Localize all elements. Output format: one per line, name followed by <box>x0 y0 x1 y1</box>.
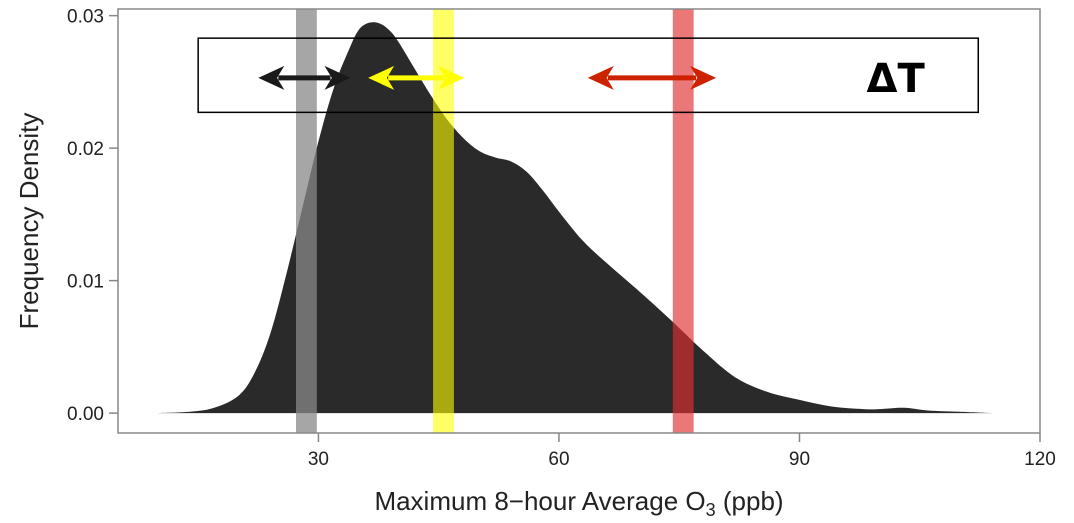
y-tick-label: 0.03 <box>67 7 104 28</box>
y-axis: 0.00 0.01 0.02 0.03 <box>67 7 118 425</box>
x-axis-title-subscript: 3 <box>706 500 716 520</box>
delta-arrows <box>258 65 717 90</box>
double-arrow-3 <box>587 65 717 90</box>
annotation-box <box>197 37 980 114</box>
double-arrow-1 <box>258 65 351 90</box>
x-tick-label: 30 <box>308 449 329 470</box>
x-axis-title-main: Maximum 8−hour Average O <box>374 486 705 516</box>
threshold-band-3 <box>672 9 694 433</box>
plot-frame <box>117 8 1041 434</box>
y-tick-label: 0.02 <box>67 139 104 160</box>
y-axis-title: Frequency Density <box>14 113 44 330</box>
y-tick-label: 0.00 <box>67 404 104 425</box>
y-tick-label: 0.01 <box>67 272 104 293</box>
x-tick-label: 60 <box>548 449 569 470</box>
double-arrow-2 <box>368 65 465 90</box>
density-area <box>158 22 992 414</box>
x-axis-title-suffix: (ppb) <box>716 486 784 516</box>
threshold-band-2 <box>433 9 454 433</box>
plot-area: ΔT <box>117 8 1041 434</box>
x-axis-title: Maximum 8−hour Average O3 (ppb) <box>374 486 783 520</box>
x-axis: 30 60 90 120 <box>308 433 1056 470</box>
delta-t-label: ΔT <box>867 56 926 102</box>
threshold-band-1 <box>295 9 317 433</box>
x-tick-label: 90 <box>789 449 810 470</box>
x-tick-label: 120 <box>1024 449 1056 470</box>
threshold-bands <box>295 9 694 433</box>
